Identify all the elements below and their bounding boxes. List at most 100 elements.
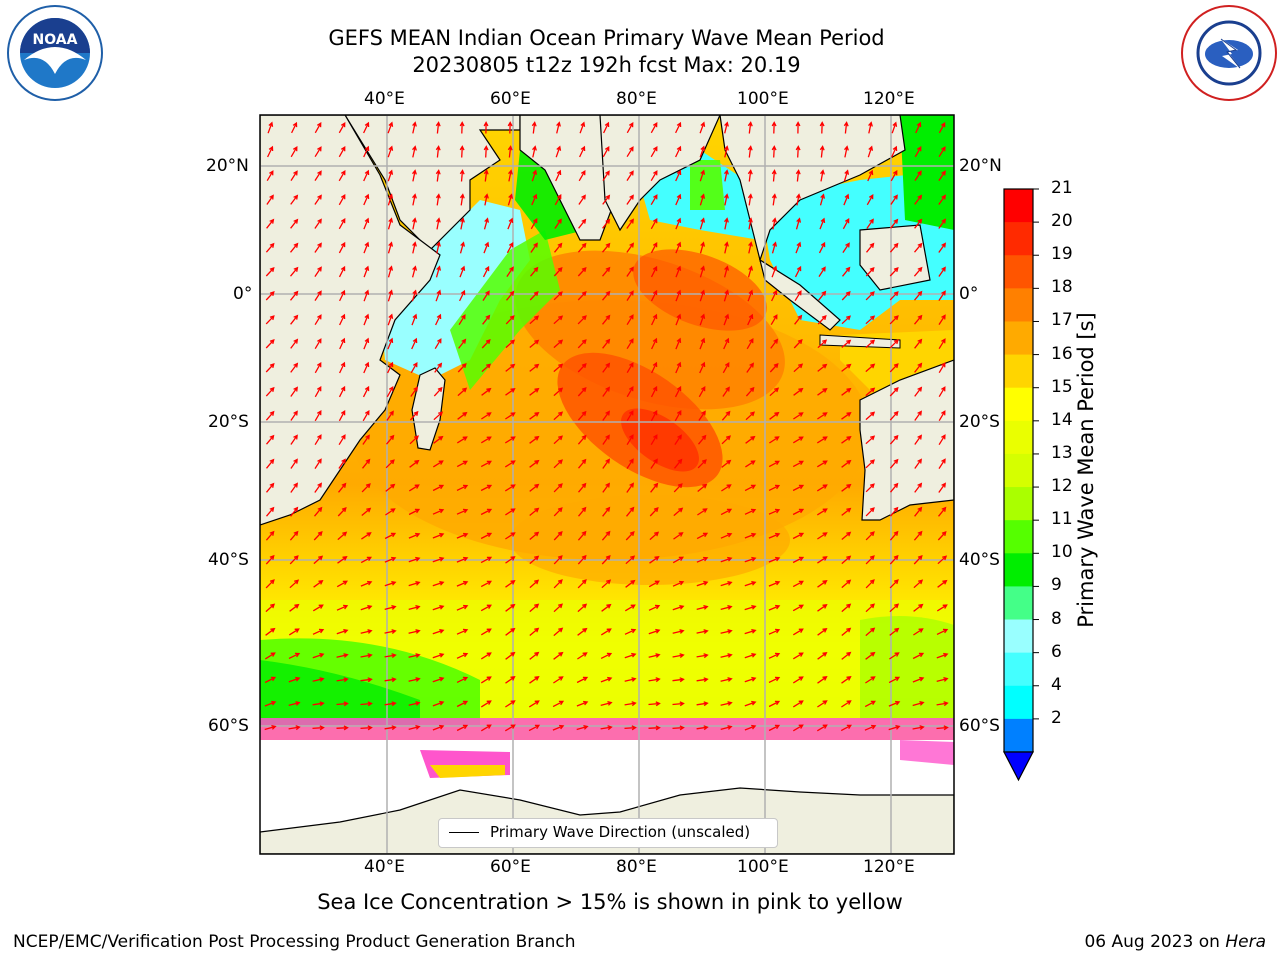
wave-arrow — [312, 628, 325, 635]
wave-arrow — [387, 241, 394, 254]
wave-arrow — [529, 579, 540, 589]
wave-arrow — [889, 315, 899, 325]
lat-tick-right-5: 60°S — [959, 716, 1000, 736]
wave-arrow — [626, 410, 634, 422]
wave-arrow — [553, 363, 564, 373]
wave-arrow — [312, 725, 325, 731]
wave-arrow — [505, 412, 516, 420]
wave-arrow — [411, 289, 418, 302]
wave-arrow — [795, 217, 802, 230]
wave-arrow — [696, 677, 709, 683]
wave-arrow — [266, 434, 275, 445]
wave-arrow — [602, 458, 610, 469]
wave-arrow — [650, 482, 659, 493]
wave-arrow — [816, 508, 828, 516]
wave-arrow — [745, 435, 756, 444]
wave-arrow — [505, 339, 516, 349]
wave-arrow — [412, 217, 417, 230]
wave-arrow — [744, 484, 757, 492]
wave-arrow — [697, 508, 708, 516]
wave-arrow — [483, 217, 490, 230]
colorbar-tick-label: 19 — [1051, 244, 1073, 265]
wave-arrow — [914, 242, 923, 253]
wave-arrow — [435, 265, 442, 278]
wave-arrow — [841, 436, 852, 444]
wave-arrow — [748, 241, 753, 254]
wave-arrow — [792, 580, 804, 588]
wave-arrow — [865, 363, 876, 373]
wave-arrow — [289, 290, 299, 301]
wave-arrow — [650, 218, 658, 230]
wave-arrow — [698, 386, 706, 398]
wave-arrow — [891, 145, 898, 158]
colorbar-swatch — [1004, 189, 1033, 223]
nws-logo — [1180, 4, 1278, 102]
wave-arrow — [817, 676, 828, 684]
colorbar-tick-label: 4 — [1051, 674, 1062, 695]
colorbar-tick-label: 13 — [1051, 442, 1073, 463]
wave-arrow — [483, 241, 490, 254]
wave-arrow — [626, 434, 634, 446]
wave-arrow — [529, 387, 540, 396]
wave-arrow — [816, 484, 828, 492]
wave-arrow — [938, 170, 946, 181]
wave-arrow — [841, 700, 852, 708]
lat-tick-left-2: 0° — [233, 284, 253, 304]
wave-arrow — [913, 555, 923, 565]
lat-tick-left-5: 60°S — [208, 716, 249, 736]
wave-arrow — [817, 652, 828, 660]
wave-arrow — [771, 289, 778, 302]
wave-arrow — [844, 145, 849, 158]
wave-arrow — [865, 242, 875, 253]
wave-arrow — [312, 604, 324, 612]
wave-arrow — [505, 388, 516, 396]
wave-arrow — [412, 145, 417, 158]
wave-arrow — [938, 290, 946, 301]
wave-arrow — [648, 628, 661, 635]
wave-arrow — [674, 434, 682, 445]
wave-arrow — [843, 193, 850, 206]
wave-arrow — [577, 652, 588, 660]
wave-arrow — [266, 170, 274, 182]
wave-arrow — [290, 506, 299, 517]
wave-arrow — [817, 604, 828, 612]
map-frame — [259, 114, 955, 855]
wave-arrow — [672, 725, 685, 731]
wave-arrow — [290, 314, 299, 325]
wave-arrow — [650, 242, 658, 254]
wave-arrow — [480, 676, 492, 684]
wave-arrow — [313, 531, 323, 541]
lon-tick-top-3: 80°E — [616, 89, 657, 109]
wave-arrow — [363, 145, 370, 158]
wave-arrow — [914, 170, 922, 181]
wave-arrow — [625, 579, 636, 588]
wave-arrow — [505, 580, 516, 588]
wave-arrow — [387, 337, 394, 350]
wave-arrow — [745, 386, 755, 397]
wave-arrow — [483, 121, 489, 134]
wave-arrow — [529, 363, 540, 372]
wave-arrow — [768, 580, 781, 587]
wave-arrow — [768, 532, 781, 539]
wave-arrow — [433, 435, 444, 444]
wave-arrow — [507, 121, 513, 134]
wave-arrow — [553, 435, 563, 445]
wave-arrow — [337, 507, 347, 517]
wave-arrow — [264, 652, 276, 660]
wave-arrow — [914, 146, 922, 158]
wave-arrow — [481, 363, 492, 373]
wave-arrow — [816, 436, 828, 444]
wave-arrow — [314, 458, 322, 469]
wave-arrow — [841, 266, 851, 277]
wave-arrow — [408, 604, 421, 611]
wave-arrow — [936, 725, 949, 731]
wave-arrow — [387, 265, 394, 278]
wave-arrow — [432, 676, 445, 683]
wave-arrow — [675, 193, 682, 206]
wave-arrow — [603, 121, 610, 134]
wave-arrow — [456, 580, 469, 587]
wave-arrow — [795, 145, 801, 158]
wave-arrow — [602, 338, 611, 349]
wave-arrow — [506, 266, 514, 277]
wave-arrow — [339, 361, 346, 374]
